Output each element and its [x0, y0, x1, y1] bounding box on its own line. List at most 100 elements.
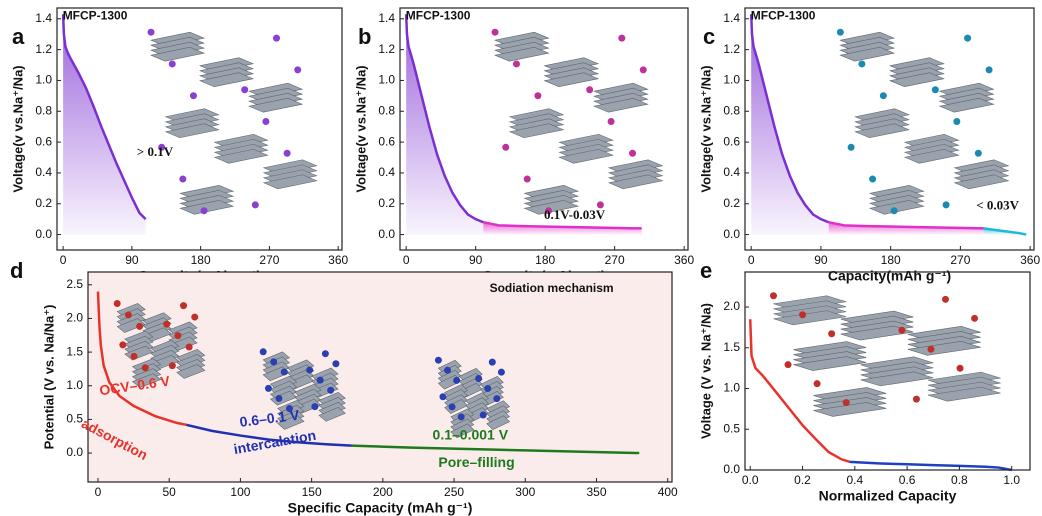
atom [488, 358, 496, 366]
graphene-sheet [179, 199, 235, 215]
y-axis-title: Potential (V vs. Na/Na⁺) [41, 305, 56, 450]
x-tick-label: 0.4 [846, 473, 863, 487]
graphene-sheet [176, 364, 206, 379]
atom [941, 295, 949, 303]
panel: 0901802703600.00.20.40.60.81.01.21.4Capa… [353, 7, 694, 284]
atom [639, 66, 647, 74]
atom [927, 345, 935, 353]
graphene-sheet [318, 406, 346, 422]
atom [607, 117, 615, 125]
plot-frame [399, 7, 689, 251]
graphene-sheet [593, 97, 649, 113]
chart-title: Sodiation mechanism [490, 281, 614, 295]
line [351, 444, 640, 455]
y-tick-label: 2.0 [66, 311, 83, 325]
x-tick-label: 360 [1020, 253, 1040, 267]
y-tick-label: 0.4 [723, 165, 740, 179]
atom [185, 343, 193, 351]
x-tick-label: 270 [950, 253, 970, 267]
x-tick-label: 400 [658, 485, 678, 499]
annotation: 0.6–0.1 V [239, 407, 301, 430]
atom [847, 143, 855, 151]
atom [191, 313, 199, 321]
graphene-sheet [953, 174, 1010, 190]
y-axis-title: Voltage(v vs.Na⁺/Na) [353, 65, 368, 192]
x-tick-label: 180 [535, 253, 555, 267]
x-tick-label: 90 [469, 253, 483, 267]
y-tick-label: 0.8 [378, 103, 395, 117]
atom [332, 360, 340, 368]
atom [275, 394, 283, 402]
panel: 0901802703600.00.20.40.60.81.01.21.4Capa… [10, 7, 349, 284]
atom [502, 143, 510, 151]
y-tick-label: 1.2 [723, 42, 740, 56]
atom [294, 66, 302, 74]
chart-title: MFCP-1300 [406, 9, 471, 23]
atom [971, 314, 979, 322]
y-tick-label: 0.8 [723, 103, 740, 117]
panel-label: d [10, 258, 23, 283]
x-tick-label: 300 [515, 485, 535, 499]
atom [453, 376, 461, 384]
y-tick-label: 0.0 [35, 227, 52, 241]
atom [912, 395, 920, 403]
atom [545, 207, 553, 215]
y-tick-label: 0.6 [378, 134, 395, 148]
x-tick-label: 180 [881, 253, 901, 267]
y-tick-label: 0.4 [35, 165, 52, 179]
atom [879, 92, 887, 100]
x-tick-label: 100 [230, 485, 250, 499]
atom [259, 348, 267, 356]
line [483, 221, 642, 230]
area [828, 222, 984, 235]
graphene-sheet [213, 148, 269, 164]
graphene-sheet [868, 199, 925, 215]
graphene-sheet [773, 310, 847, 326]
atom [836, 28, 844, 36]
area [63, 14, 146, 235]
x-tick-label: 250 [444, 485, 464, 499]
panel-label: a [12, 24, 25, 49]
atom [799, 311, 807, 319]
graphene-sheet [558, 148, 614, 164]
panel-label: b [358, 24, 371, 49]
y-tick-label: 0.0 [723, 462, 740, 476]
y-tick-label: 0.8 [35, 103, 52, 117]
x-tick-label: 180 [191, 253, 211, 267]
atom [283, 149, 291, 157]
y-tick-label: 1.5 [723, 340, 740, 354]
atom [953, 117, 961, 125]
graphene-sheet [839, 46, 896, 62]
atom [813, 380, 821, 388]
x-tick-label: 360 [674, 253, 694, 267]
graphene-sheet [486, 415, 511, 431]
graphene-sheet [523, 199, 580, 215]
plot-frame [56, 7, 343, 251]
graphene-sheet [938, 97, 995, 113]
line [61, 14, 147, 221]
y-tick-label: 0.6 [723, 134, 740, 148]
atom [264, 384, 272, 392]
x-tick-label: 270 [605, 253, 625, 267]
y-tick-label: 0.0 [378, 227, 395, 241]
atom [270, 358, 278, 366]
atom [964, 34, 972, 42]
annotation: > 0.1V [137, 144, 174, 159]
atom [321, 350, 329, 358]
x-tick-label: 0.6 [899, 473, 916, 487]
y-tick-label: 1.0 [66, 378, 83, 392]
line [983, 227, 1027, 236]
atom [136, 322, 144, 330]
y-tick-label: 1.2 [378, 42, 395, 56]
atom [784, 361, 792, 369]
atom [316, 376, 324, 384]
atom [898, 326, 906, 334]
y-tick-label: 2.0 [723, 299, 740, 313]
atom [956, 364, 964, 372]
atom [890, 207, 898, 215]
graphene-sheet [277, 415, 305, 430]
y-tick-label: 0.2 [35, 196, 52, 210]
y-tick-label: 1.4 [723, 11, 740, 25]
graphene-sheet [840, 325, 914, 341]
atom [147, 28, 155, 36]
